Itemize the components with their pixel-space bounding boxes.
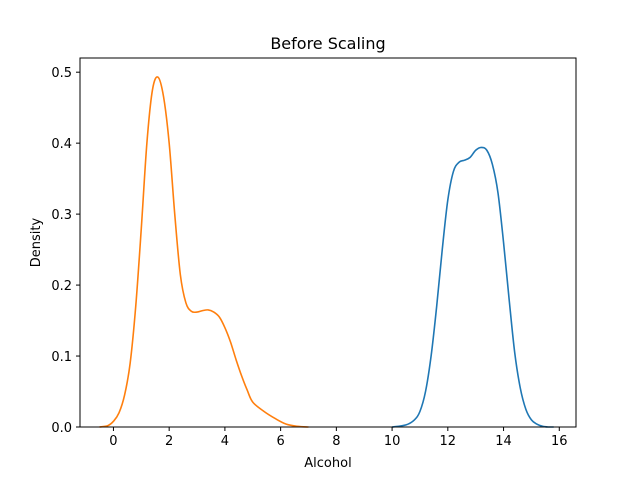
chart-title: Before Scaling [270,34,385,53]
x-tick-label: 12 [440,434,457,449]
y-tick-label: 0.4 [51,137,72,152]
y-tick-label: 0.0 [51,421,72,436]
curves-layer [99,76,554,428]
y-axis: 0.0 0.1 0.2 0.3 0.4 0.5 [51,66,80,436]
x-axis-label: Alcohol [304,456,351,471]
density-curve-blue [391,146,554,428]
y-tick-label: 0.5 [51,66,72,81]
y-tick-label: 0.3 [51,208,72,223]
plot-frame [79,57,577,428]
density-curve-orange [99,76,309,428]
x-tick-label: 16 [551,434,568,449]
y-tick-label: 0.1 [51,350,72,365]
x-tick-label: 0 [109,434,117,449]
x-tick-label: 2 [165,434,173,449]
x-axis: 0 2 4 6 8 10 12 14 16 [109,427,568,449]
y-axis-label: Density [29,217,44,267]
x-tick-label: 6 [276,434,284,449]
x-tick-label: 10 [384,434,401,449]
x-tick-label: 4 [221,434,229,449]
x-tick-label: 8 [332,434,340,449]
y-tick-label: 0.2 [51,279,72,294]
x-tick-label: 14 [495,434,512,449]
